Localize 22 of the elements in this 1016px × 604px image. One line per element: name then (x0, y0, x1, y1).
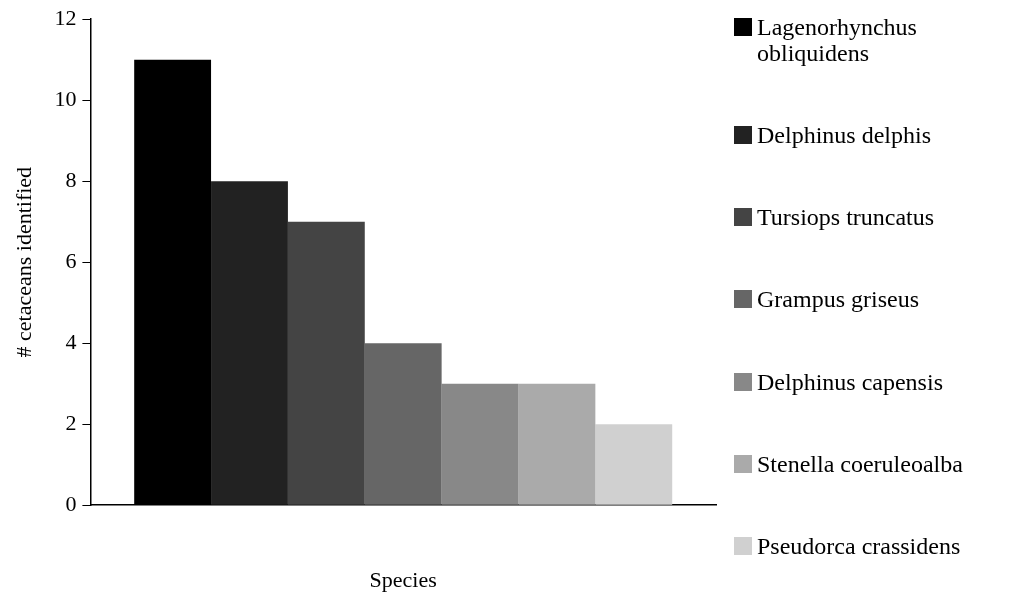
legend-label: Delphinus capensis (757, 368, 943, 395)
bar (287, 221, 365, 505)
y-tick-label: 4 (65, 328, 77, 354)
legend-label: Lagenorhynchus obliquidens (757, 14, 918, 66)
y-tick-label: 0 (65, 490, 77, 516)
y-tick-label: 12 (54, 4, 77, 30)
y-tick-label: 10 (54, 85, 77, 111)
legend-label: Stenella coeruleoalba (757, 450, 963, 477)
legend-label: Pseudorca crassidens (757, 532, 961, 559)
bar (211, 181, 288, 505)
bar (364, 343, 442, 505)
legend-label: Tursiops truncatus (757, 204, 935, 231)
bar (441, 383, 519, 505)
bar (518, 383, 596, 505)
bar (595, 424, 673, 505)
y-tick-label: 8 (65, 166, 77, 192)
legend-label: Grampus griseus (757, 286, 919, 313)
y-tick-label: 6 (65, 247, 77, 273)
y-tick-label: 2 (65, 409, 77, 435)
x-axis-title: Species (369, 566, 437, 592)
y-axis-title: # cetaceans identified (10, 166, 36, 358)
legend-label: Delphinus delphis (757, 122, 931, 149)
